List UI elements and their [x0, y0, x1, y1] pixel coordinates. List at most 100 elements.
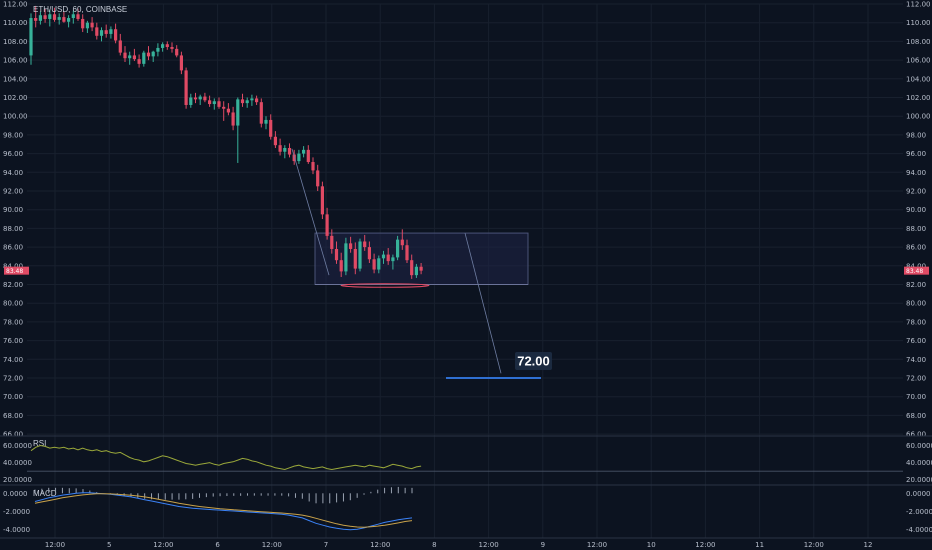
y-tick-left: 84.00 — [3, 262, 23, 270]
candle-body — [170, 47, 174, 49]
x-tick: 9 — [541, 541, 545, 549]
candle-body — [52, 14, 57, 20]
candle-body — [283, 147, 287, 152]
candle-body — [137, 59, 141, 64]
candle-body — [377, 258, 381, 270]
y-tick-left: 94.00 — [3, 169, 23, 177]
candles — [29, 5, 423, 279]
x-tick: 12:00 — [695, 541, 715, 549]
target-label-box — [515, 352, 552, 370]
candle-body — [316, 170, 320, 187]
x-tick: 6 — [215, 541, 220, 549]
y-tick-left: 72.00 — [3, 375, 23, 383]
candle-body — [414, 266, 418, 276]
candle-body — [231, 112, 235, 126]
candle-body — [240, 99, 245, 104]
candle-body — [151, 51, 155, 57]
y-tick-left: 106.00 — [3, 57, 28, 65]
x-tick: 8 — [432, 541, 436, 549]
macd-y-tick-right: -4.0000 — [906, 526, 932, 534]
y-tick-right: 94.00 — [906, 169, 926, 177]
y-tick-right: 92.00 — [906, 188, 926, 196]
target-label: 72.00 — [517, 354, 550, 369]
y-tick-right: 86.00 — [906, 244, 926, 252]
candle-body — [226, 108, 230, 113]
candle-body — [320, 186, 324, 215]
y-tick-left: 70.00 — [3, 393, 23, 401]
y-tick-right: 82.00 — [906, 281, 926, 289]
y-tick-right: 108.00 — [906, 38, 931, 46]
candle-body — [95, 27, 99, 36]
candle-body — [273, 136, 277, 146]
candle-body — [123, 52, 127, 59]
y-tick-right: 90.00 — [906, 206, 926, 214]
annotations: 72.00 — [291, 148, 552, 379]
signal-line — [34, 493, 413, 528]
x-tick: 12:00 — [262, 541, 282, 549]
macd-y-tick-left: 0.0000 — [3, 490, 28, 498]
y-tick-right: 70.00 — [906, 393, 926, 401]
last-price-badge-right — [904, 266, 929, 275]
y-tick-right: 80.00 — [906, 300, 926, 308]
last-price-right: 83.48 — [906, 268, 923, 275]
candle-body — [90, 22, 94, 28]
candle-body — [386, 254, 390, 262]
rsi-y-tick-right: 20.0000 — [906, 476, 932, 484]
candle-body — [76, 14, 80, 19]
candle-body — [184, 70, 188, 105]
y-tick-right: 88.00 — [906, 225, 926, 233]
y-tick-right: 110.00 — [906, 19, 931, 27]
candle-body — [208, 100, 212, 105]
y-tick-right: 74.00 — [906, 356, 926, 364]
rsi-pane: RSI60.000060.000040.000040.000020.000020… — [3, 439, 932, 484]
candle-body — [269, 119, 273, 137]
candle-body — [71, 14, 75, 19]
candle-body — [81, 18, 85, 29]
candle-body — [391, 257, 395, 262]
y-tick-right: 100.00 — [906, 113, 931, 121]
candle-body — [334, 248, 339, 261]
candle-body — [264, 119, 268, 124]
x-tick: 12 — [864, 541, 873, 549]
candle-body — [255, 98, 259, 103]
y-tick-left: 86.00 — [3, 244, 23, 252]
candle-body — [396, 239, 400, 258]
y-tick-left: 66.00 — [3, 431, 23, 439]
x-tick: 7 — [324, 541, 328, 549]
y-tick-right: 104.00 — [906, 75, 931, 83]
candle-body — [297, 153, 301, 162]
candle-body — [128, 55, 132, 59]
y-tick-left: 98.00 — [3, 131, 23, 139]
candle-body — [114, 29, 118, 41]
rsi-label: RSI — [33, 439, 46, 448]
y-tick-right: 84.00 — [906, 262, 926, 270]
x-tick: 12:00 — [370, 541, 390, 549]
candle-body — [179, 55, 183, 71]
candle-body — [62, 17, 66, 22]
candle-body — [278, 145, 282, 152]
y-tick-left: 90.00 — [3, 206, 23, 214]
x-tick: 10 — [647, 541, 656, 549]
candle-body — [367, 247, 371, 260]
candle-body — [419, 266, 423, 271]
y-tick-left: 102.00 — [3, 94, 28, 102]
candle-body — [34, 18, 38, 21]
candle-body — [104, 30, 108, 34]
candle-body — [85, 22, 89, 29]
candle-body — [344, 243, 348, 272]
y-tick-left: 74.00 — [3, 356, 23, 364]
macd-y-tick-left: -2.0000 — [3, 508, 30, 516]
candle-body — [325, 214, 329, 236]
candle-body — [161, 44, 165, 48]
y-tick-right: 66.00 — [906, 431, 926, 439]
rsi-y-tick-right: 40.0000 — [906, 459, 932, 467]
candle-body — [212, 101, 216, 105]
macd-y-tick-right: 0.0000 — [906, 490, 931, 498]
candle-body — [198, 96, 202, 100]
candle-body — [203, 96, 207, 101]
x-tick: 12:00 — [479, 541, 499, 549]
y-tick-right: 102.00 — [906, 94, 931, 102]
